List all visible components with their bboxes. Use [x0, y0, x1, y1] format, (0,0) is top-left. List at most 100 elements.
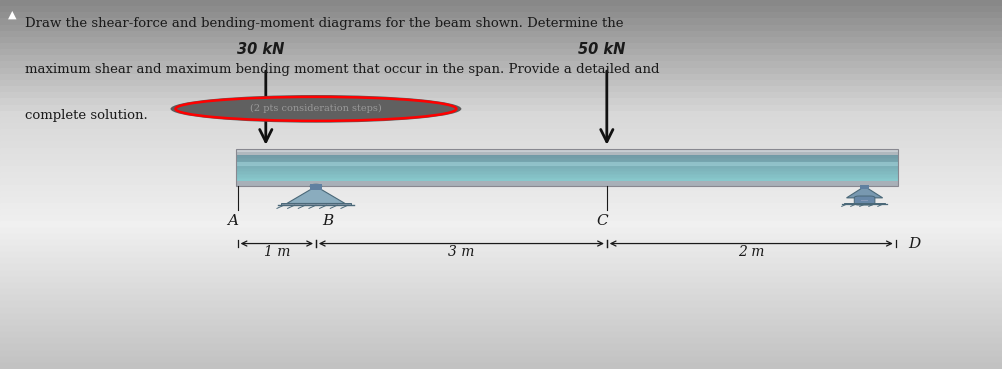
Bar — [235, 149, 897, 152]
Bar — [0, 166, 1002, 172]
Bar — [0, 135, 1002, 141]
Bar — [0, 197, 1002, 203]
Bar — [0, 37, 1002, 43]
Bar — [235, 159, 897, 161]
Bar — [235, 172, 897, 174]
Bar — [0, 18, 1002, 25]
Bar — [235, 175, 897, 176]
Bar — [0, 363, 1002, 369]
Text: B: B — [322, 214, 334, 228]
Bar — [0, 160, 1002, 166]
Bar — [0, 55, 1002, 62]
Bar — [235, 162, 897, 163]
Bar — [0, 258, 1002, 265]
Bar — [0, 62, 1002, 68]
Bar — [0, 43, 1002, 49]
Bar — [0, 191, 1002, 197]
Text: complete solution.: complete solution. — [25, 109, 147, 122]
Bar — [235, 178, 897, 179]
Bar — [235, 155, 897, 156]
Bar — [310, 184, 322, 190]
Bar — [235, 161, 897, 162]
Text: 30 kN: 30 kN — [236, 42, 285, 57]
Bar — [0, 49, 1002, 55]
Bar — [0, 99, 1002, 104]
Text: A: A — [227, 214, 237, 228]
Bar — [235, 174, 897, 175]
Bar — [0, 234, 1002, 240]
Polygon shape — [287, 186, 345, 203]
Bar — [235, 162, 897, 166]
Bar — [0, 344, 1002, 351]
Text: maximum shear and maximum bending moment that occur in the span. Provide a detai: maximum shear and maximum bending moment… — [25, 63, 659, 76]
Text: 3 m: 3 m — [448, 245, 474, 259]
Bar — [281, 203, 351, 205]
Bar — [0, 228, 1002, 234]
Bar — [0, 265, 1002, 270]
Bar — [860, 185, 868, 189]
Bar — [0, 307, 1002, 314]
Bar — [844, 203, 884, 204]
Text: 1 m: 1 m — [264, 245, 290, 259]
Bar — [0, 351, 1002, 357]
Bar — [0, 295, 1002, 301]
Bar — [0, 74, 1002, 80]
Text: ▲: ▲ — [8, 9, 16, 19]
Bar — [0, 338, 1002, 344]
Bar — [0, 141, 1002, 148]
Bar — [235, 163, 897, 165]
Bar — [0, 320, 1002, 326]
Bar — [235, 166, 897, 168]
Bar — [0, 92, 1002, 99]
Bar — [235, 181, 897, 186]
Bar — [0, 68, 1002, 74]
Bar — [0, 12, 1002, 18]
Bar — [0, 246, 1002, 252]
Bar — [0, 148, 1002, 154]
Text: 50 kN: 50 kN — [577, 42, 625, 57]
Bar — [0, 252, 1002, 258]
Ellipse shape — [175, 97, 456, 121]
Text: D: D — [908, 237, 920, 251]
Bar — [235, 158, 897, 159]
Bar — [0, 283, 1002, 289]
Bar — [235, 156, 897, 158]
Bar — [235, 168, 897, 169]
Bar — [0, 240, 1002, 246]
Bar — [0, 172, 1002, 178]
Bar — [0, 326, 1002, 332]
Bar — [235, 169, 897, 171]
Bar — [0, 332, 1002, 338]
Bar — [0, 129, 1002, 135]
Bar — [0, 86, 1002, 92]
Bar — [0, 123, 1002, 129]
Bar — [0, 6, 1002, 12]
Bar — [235, 165, 897, 166]
Text: Draw the shear-force and bending-moment diagrams for the beam shown. Determine t: Draw the shear-force and bending-moment … — [25, 17, 623, 30]
Bar — [0, 117, 1002, 123]
Bar — [235, 179, 897, 181]
FancyBboxPatch shape — [854, 196, 874, 205]
Bar — [0, 314, 1002, 320]
Bar — [0, 80, 1002, 86]
Bar — [0, 289, 1002, 295]
Bar — [0, 357, 1002, 363]
Bar — [0, 178, 1002, 184]
Bar — [861, 200, 867, 201]
Bar — [0, 154, 1002, 160]
Bar — [0, 270, 1002, 277]
Bar — [0, 25, 1002, 31]
Ellipse shape — [170, 95, 461, 123]
Polygon shape — [846, 186, 882, 198]
Bar — [235, 171, 897, 172]
Circle shape — [310, 184, 322, 189]
Bar — [235, 152, 897, 156]
Text: 2 m: 2 m — [737, 245, 764, 259]
Bar — [0, 184, 1002, 191]
Bar — [0, 221, 1002, 228]
Bar — [0, 277, 1002, 283]
Bar — [235, 149, 897, 186]
Text: C: C — [595, 214, 607, 228]
Bar — [0, 31, 1002, 37]
Bar — [0, 209, 1002, 215]
